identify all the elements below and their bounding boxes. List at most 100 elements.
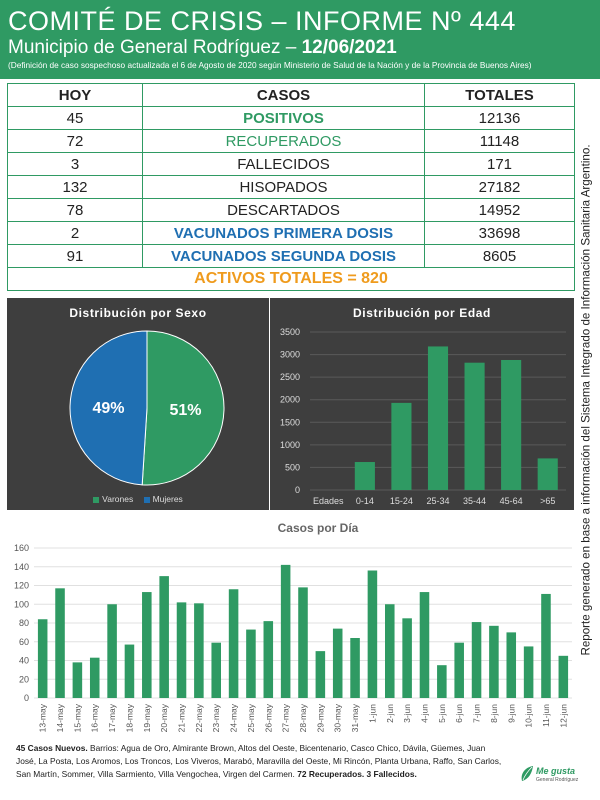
cases-table: HOY CASOS TOTALES 45 POSITIVOS 12136 72 … (7, 83, 575, 291)
footer-summary: 45 Casos Nuevos. Barrios: Agua de Oro, A… (16, 742, 506, 781)
y-tick-label: 20 (19, 674, 29, 684)
y-tick-label: 3500 (280, 327, 300, 337)
x-tick-label: 25-34 (426, 496, 449, 506)
logo-subtext: General Rodríguez (536, 777, 579, 783)
cell-totales: 171 (424, 152, 575, 176)
y-tick-label: 3000 (280, 350, 300, 360)
daily-bar (37, 619, 48, 698)
daily-bar (385, 604, 395, 698)
x-tick-label: 1-jun (367, 704, 377, 723)
y-tick-label: 160 (14, 543, 29, 553)
daily-bar (471, 622, 482, 698)
legend-swatch (143, 496, 150, 503)
x-tick-label: 29-may (315, 703, 325, 732)
daily-chart-title: Casos por Día (278, 521, 359, 535)
daily-bar (176, 602, 187, 698)
x-tick-label: 16-may (90, 703, 100, 732)
report-title: COMITÉ DE CRISIS – INFORME Nº 444 (8, 6, 516, 36)
daily-bar (211, 642, 221, 698)
daily-bar (107, 604, 117, 698)
x-tick-label: 23-may (211, 703, 221, 732)
header-casos: CASOS (142, 83, 425, 107)
x-tick-label: >65 (540, 496, 555, 506)
pie-title: Distribución por Sexo (69, 306, 207, 320)
x-tick-label: 11-jun (541, 704, 551, 727)
x-tick-label: 31-may (350, 703, 360, 732)
daily-bar (419, 592, 430, 698)
leaf-icon (521, 766, 533, 781)
x-tick-label: 18-may (124, 703, 134, 732)
footer-recovered-deaths: 72 Recuperados. 3 Fallecidos. (297, 769, 417, 779)
age-bar (354, 462, 375, 490)
daily-bar (298, 587, 308, 698)
age-bar (537, 458, 558, 490)
x-tick-label: 0-14 (356, 496, 374, 506)
y-tick-label: 1500 (280, 417, 300, 427)
x-tick-label: 27-may (281, 703, 291, 732)
y-tick-label: 2500 (280, 372, 300, 382)
x-tick-label: 2-jun (385, 704, 395, 723)
header-totales: TOTALES (424, 83, 575, 107)
daily-bar (194, 603, 204, 698)
cell-totales: 27182 (424, 175, 575, 199)
cell-casos: HISOPADOS (142, 175, 425, 199)
pie-chart: 51% 49% (69, 330, 225, 486)
cell-casos: POSITIVOS (142, 106, 425, 130)
daily-bar (142, 592, 152, 698)
cell-casos: RECUPERADOS (142, 129, 425, 153)
x-tick-label: 13-may (38, 703, 48, 732)
cell-hoy: 2 (7, 221, 143, 245)
x-tick-label: 4-jun (419, 704, 429, 723)
table-row: 2 VACUNADOS PRIMERA DOSIS 33698 (7, 221, 575, 245)
report-header: COMITÉ DE CRISIS – INFORME Nº 444 Munici… (0, 0, 600, 79)
daily-bar (55, 588, 65, 698)
cell-totales: 11148 (424, 129, 575, 153)
y-tick-label: 1000 (280, 440, 300, 450)
definition-note: (Definición de caso sospechoso actualiza… (8, 60, 532, 70)
daily-bar (489, 625, 499, 698)
table-row: 91 VACUNADOS SEGUNDA DOSIS 8605 (7, 244, 575, 268)
cell-hoy: 45 (7, 106, 143, 130)
x-tick-label: 30-may (333, 703, 343, 732)
activos-row: ACTIVOS TOTALES = 820 (7, 267, 575, 291)
x-tick-label: 8-jun (489, 704, 499, 723)
legend-item-varones: Varones (93, 494, 133, 504)
daily-bar (280, 564, 291, 698)
y-tick-label: 40 (19, 656, 29, 666)
table-row: 78 DESCARTADOS 14952 (7, 198, 575, 222)
daily-bar (332, 628, 343, 698)
x-tick-label: 7-jun (472, 704, 482, 723)
y-tick-label: 80 (19, 618, 29, 628)
activos-totales: ACTIVOS TOTALES = 820 (7, 267, 575, 291)
cell-casos: VACUNADOS SEGUNDA DOSIS (142, 244, 425, 268)
daily-bar-chart: Casos por Día 0 20 40 60 80 100 120 140 160 13-may… (14, 521, 572, 732)
y-tick-label: 0 (295, 485, 300, 495)
pie-slice-mujeres (69, 330, 148, 486)
y-tick-label: 500 (285, 462, 300, 472)
table-row: 72 RECUPERADOS 11148 (7, 129, 575, 153)
x-tick-label: 14-may (55, 703, 65, 732)
age-bar (464, 362, 485, 490)
legend-label: Mujeres (152, 494, 183, 504)
municipality-logo: Me gusta General Rodríguez (520, 763, 582, 793)
x-tick-label: 12-jun (558, 704, 568, 728)
cell-totales: 12136 (424, 106, 575, 130)
x-tick-label: 10-jun (524, 704, 534, 728)
x-tick-label: 24-may (229, 703, 239, 732)
x-tick-label: 15-24 (390, 496, 413, 506)
y-tick-label: 100 (14, 599, 29, 609)
daily-bar (541, 593, 551, 698)
footer-barrios: Barrios: Agua de Oro, Almirante Brown, A… (16, 743, 502, 779)
cell-totales: 8605 (424, 244, 575, 268)
cell-casos: DESCARTADOS (142, 198, 425, 222)
cell-totales: 14952 (424, 198, 575, 222)
daily-bar (159, 576, 169, 698)
subtitle-prefix: Municipio de General Rodríguez – (8, 37, 302, 58)
x-tick-label: 25-may (246, 703, 256, 732)
age-chart-title: Distribución por Edad (353, 306, 491, 320)
daily-bar (454, 642, 464, 698)
y-tick-label: 140 (14, 562, 29, 572)
x-tick-label: 28-may (298, 703, 308, 732)
x-tick-label: 3-jun (402, 704, 412, 723)
daily-bar (523, 646, 534, 698)
